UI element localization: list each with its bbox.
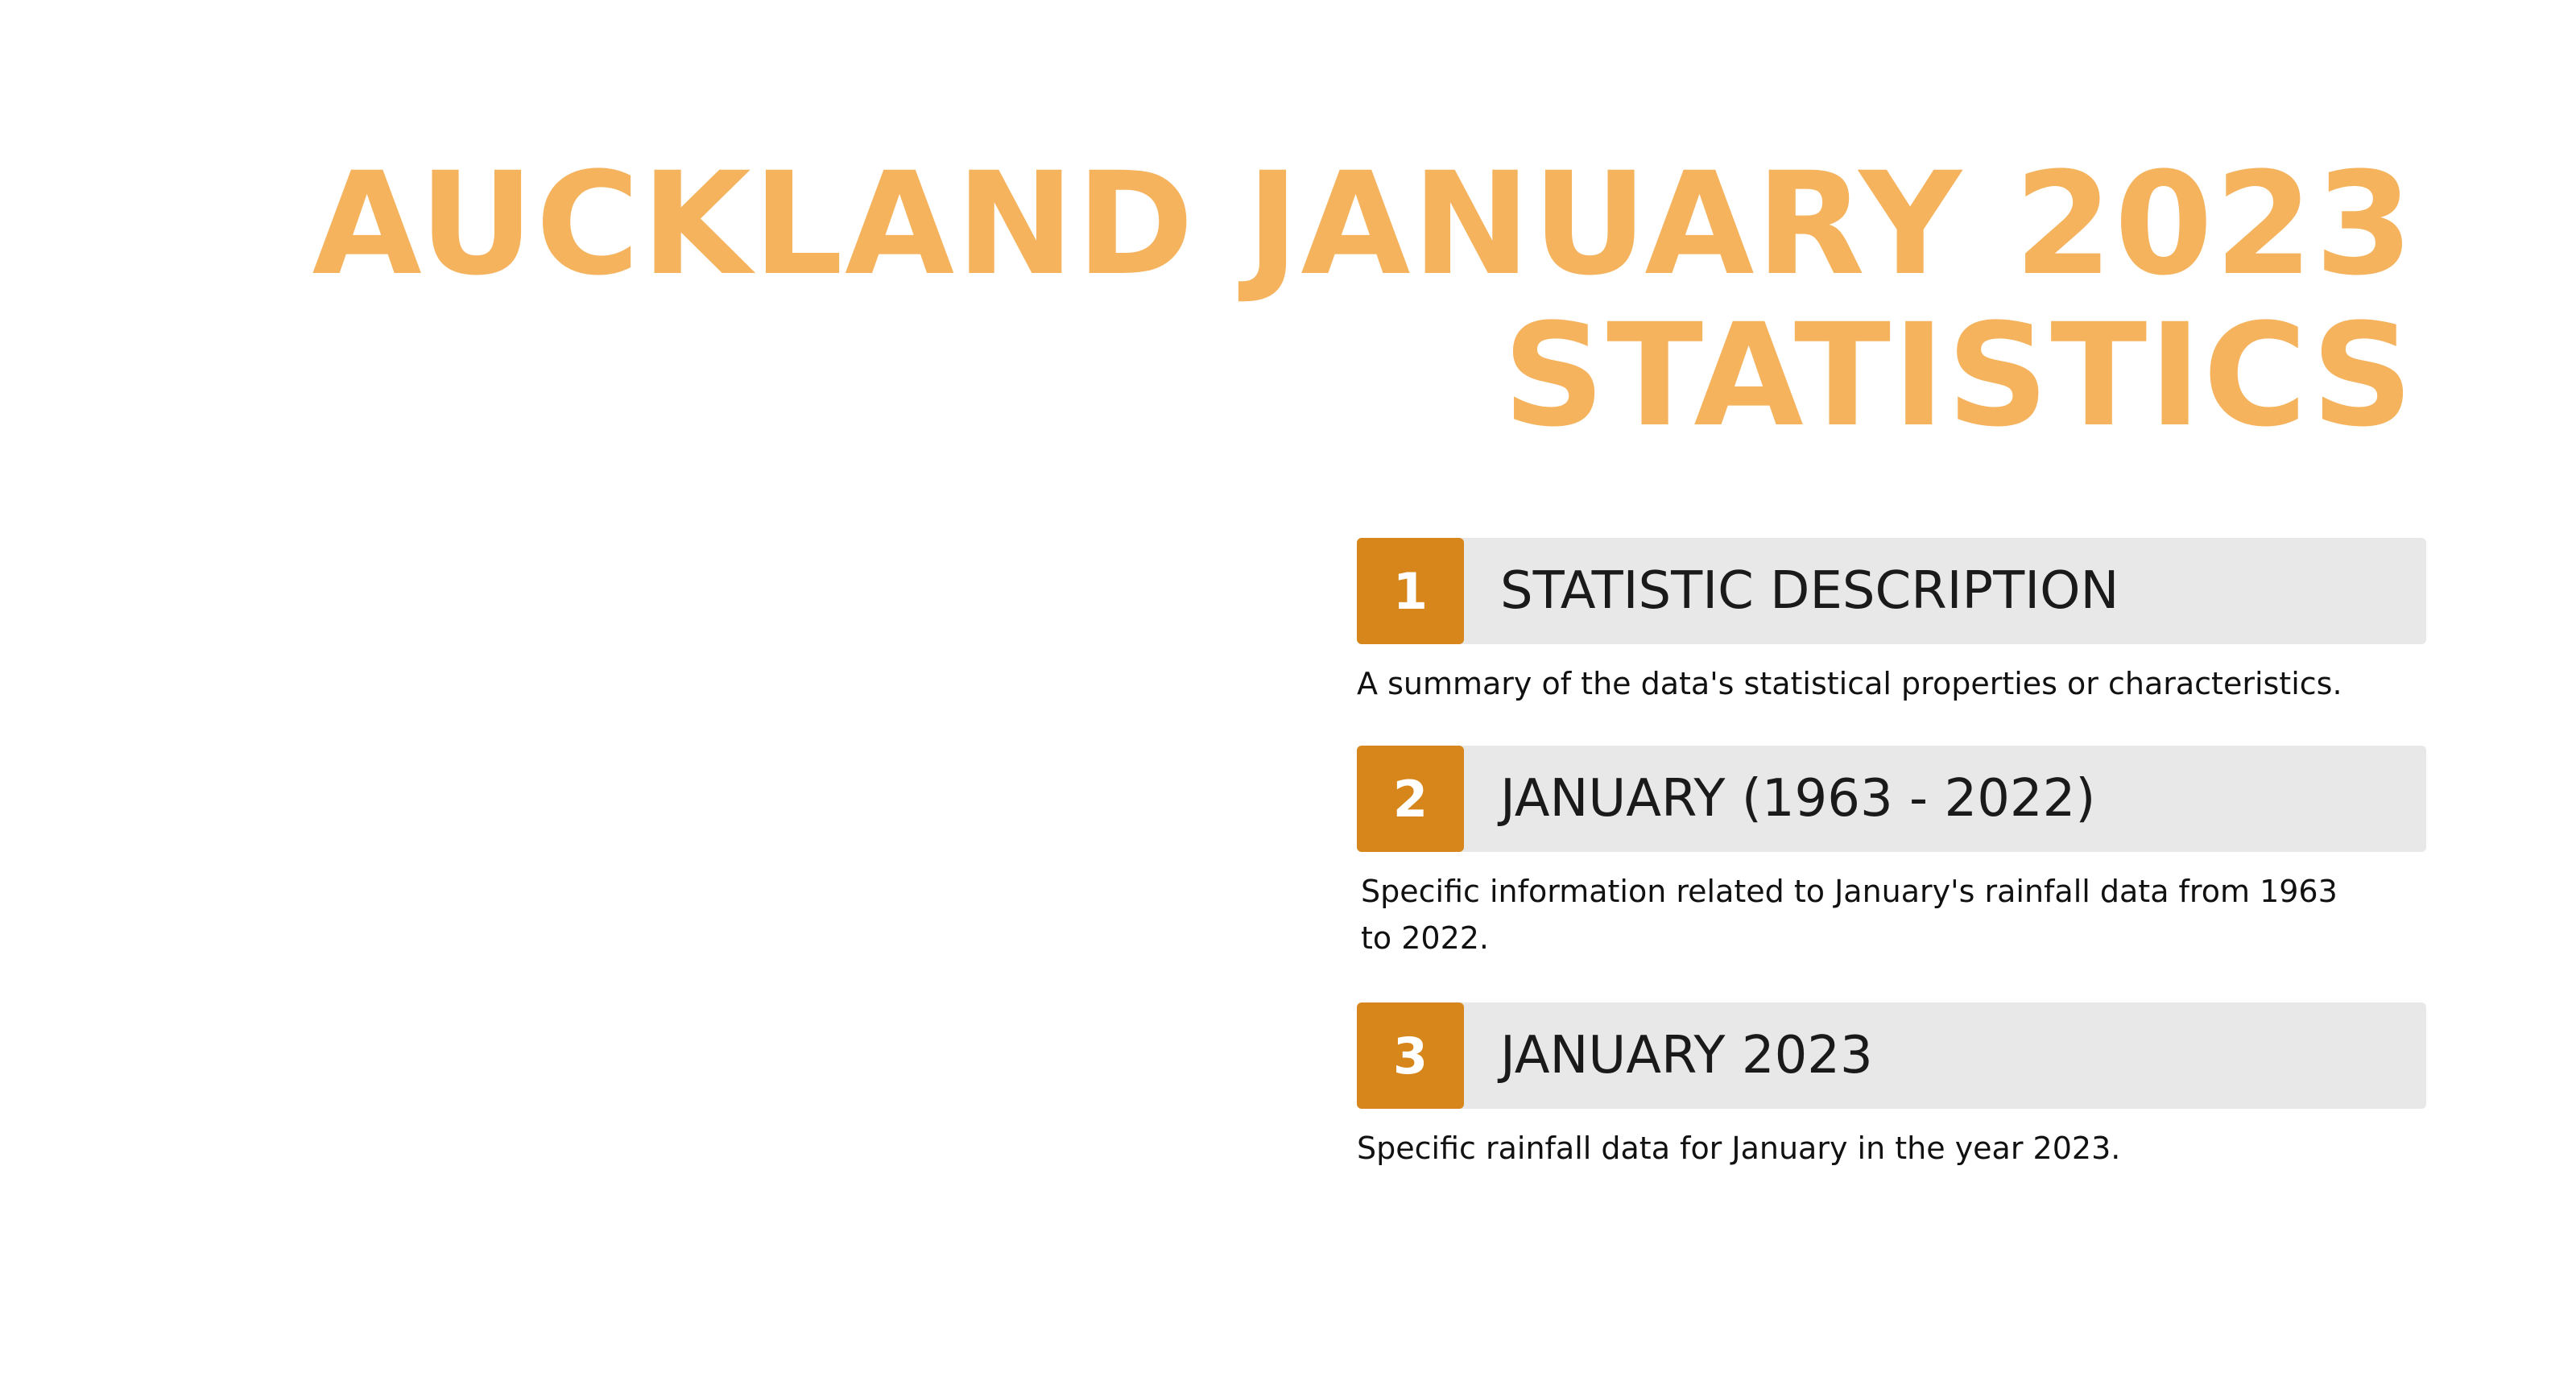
item-header-bar: 2 JANUARY (1963 - 2022) [1357,746,2426,852]
list-item-3: 3 JANUARY 2023 Specific rainfall data fo… [1357,1002,2426,1172]
item-number-badge: 2 [1357,746,1464,852]
item-number-badge: 3 [1357,1002,1464,1109]
item-heading: STATISTIC DESCRIPTION [1500,561,2119,621]
item-heading: JANUARY 2023 [1500,1026,1873,1085]
item-heading: JANUARY (1963 - 2022) [1500,769,2096,829]
title-line-2: STATISTICS [1503,293,2415,458]
item-description: Specific information related to January'… [1361,874,2338,956]
page-title: AUCKLAND JANUARY 2023 STATISTICS [312,149,2415,452]
item-header-bar: 3 JANUARY 2023 [1357,1002,2426,1109]
item-description: Specific rainfall data for January in th… [1357,1131,2121,1166]
list-item-2: 2 JANUARY (1963 - 2022) Specific informa… [1357,746,2426,961]
item-number-badge: 1 [1357,538,1464,644]
item-description: A summary of the data's statistical prop… [1357,666,2342,701]
title-line-1: AUCKLAND JANUARY 2023 [312,142,2415,307]
list-item-1: 1 STATISTIC DESCRIPTION A summary of the… [1357,538,2426,707]
item-header-bar: 1 STATISTIC DESCRIPTION [1357,538,2426,644]
